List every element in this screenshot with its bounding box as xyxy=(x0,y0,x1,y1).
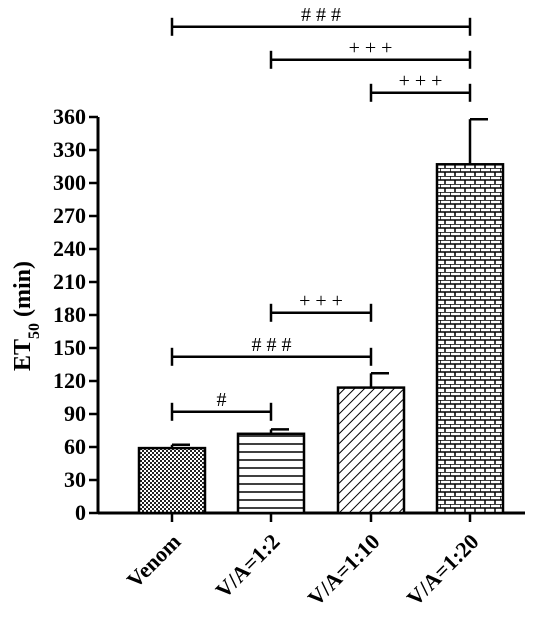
y-axis: 0 30 60 90 120 150 180 210 240 270 300 330 360 xyxy=(53,104,100,525)
bar-series xyxy=(137,163,505,515)
category-labels: Venom V/A=1:2 V/A=1:10 V/A=1:20 xyxy=(122,529,484,611)
y-axis-label-main: ET xyxy=(10,339,36,371)
significance-label: + + + xyxy=(349,37,393,59)
y-tick-label: 270 xyxy=(53,203,86,228)
x-category-label: V/A=1:20 xyxy=(402,529,484,611)
y-tick-label: 360 xyxy=(53,104,86,129)
error-bars xyxy=(170,117,488,449)
y-tick-label: 180 xyxy=(53,302,86,327)
y-tick-label: 300 xyxy=(53,170,86,195)
y-tick-label: 150 xyxy=(53,335,86,360)
bar-venom xyxy=(137,446,207,515)
y-tick-label: 90 xyxy=(64,401,86,426)
x-axis xyxy=(98,511,525,522)
significance-label: # xyxy=(217,389,227,411)
y-tick-label: 330 xyxy=(53,137,86,162)
y-tick-label: 0 xyxy=(75,500,86,525)
y-tick-label: 60 xyxy=(64,434,86,459)
y-axis-label-subscript: 50 xyxy=(26,323,43,339)
significance-brackets: # # # # + + + + + + + + + # # # xyxy=(170,4,472,421)
bar-v-a-1-20 xyxy=(435,163,505,515)
y-tick-label: 30 xyxy=(64,467,86,492)
significance-label: + + + xyxy=(299,290,343,312)
y-tick-label: 210 xyxy=(53,269,86,294)
bar-v-a-1-2 xyxy=(236,432,306,515)
x-category-label: V/A=1:2 xyxy=(210,529,284,603)
bar-v-a-1-10 xyxy=(336,386,406,515)
significance-label: # # # xyxy=(252,334,292,356)
significance-label: # # # xyxy=(301,4,341,26)
y-axis-label-unit: (min) xyxy=(10,261,36,323)
x-category-label: Venom xyxy=(122,529,186,593)
svg-text:ET50 (min): ET50 (min) xyxy=(10,261,43,371)
x-category-label: V/A=1:10 xyxy=(303,529,385,611)
significance-label: + + + xyxy=(399,70,443,92)
y-tick-label: 120 xyxy=(53,368,86,393)
y-tick-label: 240 xyxy=(53,236,86,261)
y-axis-label: ET50 (min) xyxy=(10,261,43,371)
